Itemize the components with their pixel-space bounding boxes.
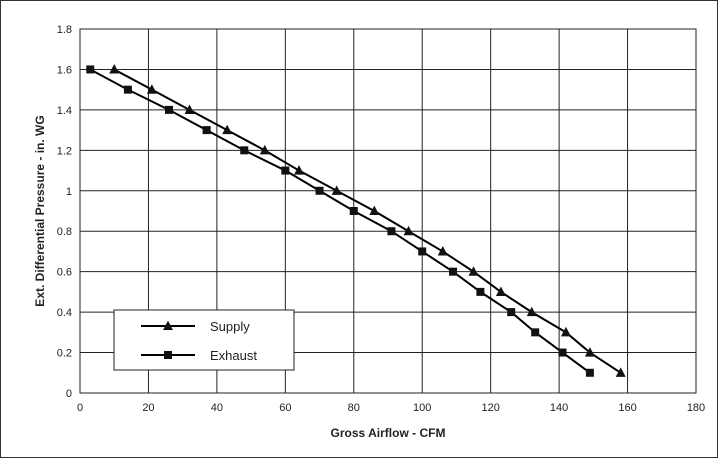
data-point-supply-14	[584, 347, 595, 357]
x-tick-label-0: 0	[77, 402, 83, 414]
y-axis-label: Ext. Differential Pressure - in. WG	[33, 115, 47, 306]
data-point-supply-10	[468, 266, 479, 276]
data-point-supply-13	[560, 326, 571, 337]
data-point-exhaust-15	[585, 368, 594, 377]
y-tick-label-5: 1	[66, 186, 72, 198]
series-line-supply	[113, 68, 622, 374]
plot-area-border	[79, 28, 697, 394]
x-tick-label-7: 140	[550, 402, 568, 414]
series-layer	[86, 64, 626, 377]
y-tick-label-2: 0.4	[57, 307, 72, 319]
data-point-exhaust-3	[202, 126, 211, 135]
data-point-supply-0	[109, 64, 120, 74]
series-exhaust	[86, 65, 594, 377]
series-supply	[109, 64, 626, 377]
y-tick-label-3: 0.6	[57, 267, 72, 279]
x-tick-label-6: 120	[481, 402, 499, 414]
data-point-supply-4	[259, 144, 270, 155]
data-point-exhaust-1	[123, 85, 132, 94]
data-point-supply-7	[369, 205, 380, 216]
data-point-exhaust-5	[281, 166, 290, 175]
data-point-supply-5	[294, 165, 305, 175]
data-point-exhaust-4	[240, 146, 249, 155]
data-point-exhaust-0	[86, 65, 95, 74]
y-tick-label-1: 0.2	[57, 348, 72, 360]
data-point-supply-6	[331, 185, 342, 195]
legend-marker-exhaust	[164, 351, 172, 359]
data-point-supply-11	[495, 286, 506, 296]
y-tick-label-8: 1.6	[57, 64, 72, 76]
data-point-supply-9	[437, 246, 448, 256]
y-tick-label-7: 1.4	[57, 105, 72, 117]
x-tick-label-2: 40	[211, 402, 223, 414]
legend: Supply Exhaust	[113, 309, 295, 371]
legend-label-supply: Supply	[210, 319, 250, 334]
data-point-exhaust-2	[164, 105, 173, 114]
data-point-exhaust-14	[558, 348, 567, 357]
data-point-exhaust-6	[315, 186, 324, 195]
legend-box	[113, 309, 295, 371]
x-tick-label-1: 20	[142, 402, 154, 414]
data-point-supply-2	[184, 104, 195, 114]
x-tick-label-4: 80	[348, 402, 360, 414]
data-point-supply-8	[403, 225, 414, 236]
x-tick-label-3: 60	[279, 402, 291, 414]
x-tick-label-8: 160	[618, 402, 636, 414]
legend-label-exhaust: Exhaust	[210, 348, 257, 363]
data-point-exhaust-8	[387, 227, 396, 236]
data-point-supply-3	[222, 124, 233, 135]
series-line-exhaust	[89, 68, 591, 374]
data-point-exhaust-9	[418, 247, 427, 256]
data-point-exhaust-13	[531, 328, 540, 337]
y-tick-label-6: 1.2	[57, 145, 72, 157]
data-point-supply-12	[526, 306, 537, 317]
data-point-supply-15	[615, 367, 626, 377]
data-point-exhaust-10	[449, 267, 458, 276]
data-point-supply-1	[146, 84, 157, 94]
x-axis-label: Gross Airflow - CFM	[331, 426, 446, 440]
tick-labels: 0 20 40 60 80 100 120 140 160 180 0 0.2 0.4 0.6 0.8 1 1.…	[57, 24, 705, 414]
y-tick-label-0: 0	[66, 388, 72, 400]
data-point-exhaust-12	[507, 308, 516, 317]
x-tick-label-9: 180	[687, 402, 705, 414]
legend-marker-supply	[163, 320, 173, 331]
x-tick-label-5: 100	[413, 402, 431, 414]
data-point-exhaust-11	[476, 287, 485, 296]
y-tick-label-4: 0.8	[57, 226, 72, 238]
legend-items: Supply Exhaust	[141, 319, 257, 363]
data-point-exhaust-7	[349, 207, 358, 215]
y-tick-label-9: 1.8	[57, 24, 72, 36]
